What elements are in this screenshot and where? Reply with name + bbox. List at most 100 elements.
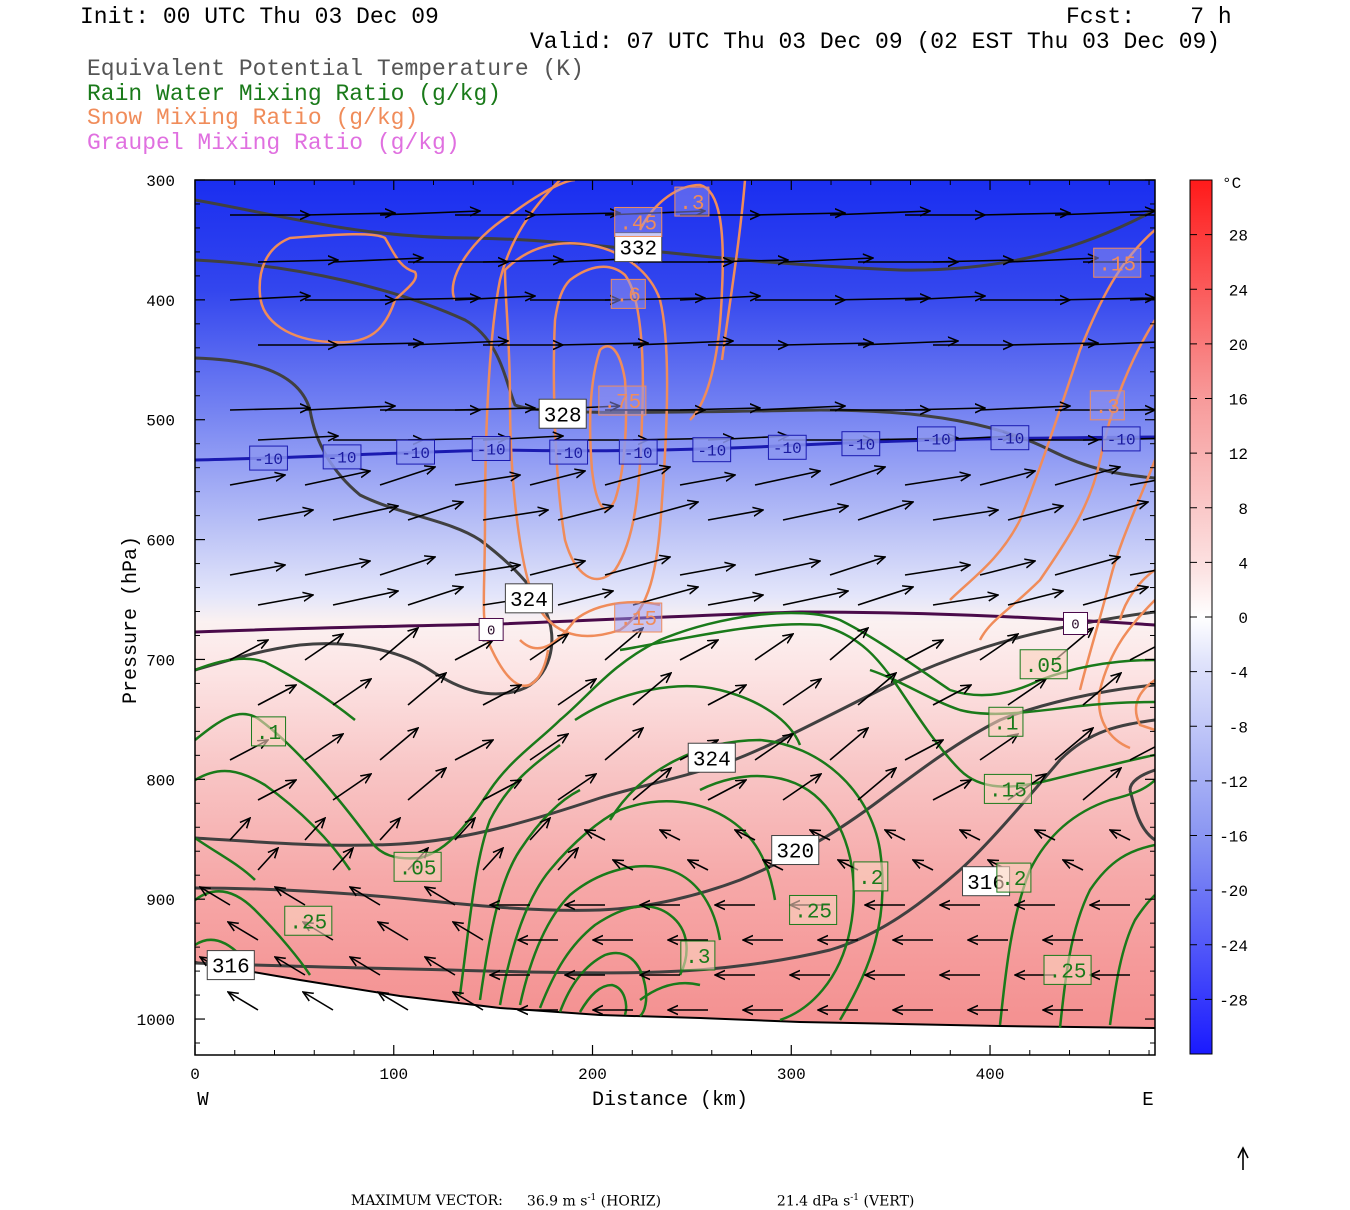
wind-vector <box>379 298 480 300</box>
wind-vector <box>379 557 435 576</box>
rain-label-box <box>988 706 1024 737</box>
wind-vector <box>332 506 398 521</box>
valid-time: Valid: 07 UTC Thu 03 Dec 09 (02 EST Thu … <box>530 29 1221 55</box>
wind-vector <box>275 887 306 906</box>
wind-vector <box>1082 341 1155 346</box>
wind-vector <box>679 640 718 661</box>
theta-e-label: 316 <box>206 950 255 981</box>
isotherm-label-text: -10 <box>1107 432 1136 450</box>
snow-label: .3 <box>674 186 710 217</box>
x-tick-label: 100 <box>379 1066 408 1084</box>
wind-vector <box>782 679 821 706</box>
y-tick-label: 900 <box>146 892 175 910</box>
colorbar-tick-label: 0 <box>1238 610 1248 628</box>
rain-label: .1 <box>251 716 287 747</box>
contour-labels: -10 -10 -10 -10 -10 -10 -10 -10 -10 -10 -10 -10 0 0 33… <box>206 186 1142 985</box>
isotherm-zero-label-box <box>1062 611 1088 635</box>
snow-label-box <box>614 206 663 237</box>
wind-vector <box>932 260 1013 262</box>
theta-e-label: 328 <box>538 398 587 429</box>
wind-vector <box>707 595 763 606</box>
wind-vector <box>932 780 971 801</box>
snow-label-box <box>1089 390 1125 421</box>
theta-e-label: 332 <box>614 232 663 263</box>
isotherm-label-box <box>549 439 589 465</box>
theta-e-label-box <box>614 232 663 263</box>
y-tick-label: 400 <box>146 293 175 311</box>
wind-vector <box>754 471 820 486</box>
legend-snow: Snow Mixing Ratio (g/kg) <box>87 105 419 131</box>
isotherm-label-box <box>471 435 511 461</box>
wind-vector <box>304 734 343 761</box>
wind-vector <box>735 830 756 841</box>
wind-vector <box>679 408 760 410</box>
wind-vector <box>228 922 259 941</box>
wind-vector <box>557 343 648 345</box>
colorbar-tick-label: 16 <box>1229 392 1248 410</box>
rain-label-text: .1 <box>993 713 1018 736</box>
isotherm-label-text: -10 <box>922 432 951 450</box>
isotherm-zero-label-text: 0 <box>1071 618 1079 634</box>
wind-vector <box>407 673 446 706</box>
wind-vector <box>904 740 943 761</box>
wind-vector <box>754 213 845 215</box>
wind-vector <box>1082 673 1121 706</box>
wind-vector <box>229 818 250 841</box>
wind-vector <box>904 296 985 300</box>
snow-label: .15 <box>614 602 663 633</box>
rain-label-text: .2 <box>858 868 883 891</box>
isotherm-label-box <box>618 439 658 465</box>
wind-vector <box>604 628 643 661</box>
wind-vector <box>632 502 698 521</box>
wind-vector <box>228 992 259 1011</box>
isotherm-label: -10 <box>471 435 511 461</box>
wind-vector <box>754 406 845 410</box>
wind-vector <box>453 992 484 1011</box>
isotherm-label-text: -10 <box>697 442 726 460</box>
wind-vector <box>407 341 508 345</box>
wind-vector <box>229 408 310 410</box>
wind-vector <box>454 565 520 576</box>
isotherm-label-text: -10 <box>773 440 802 458</box>
wind-vector <box>679 475 735 486</box>
wind-vector <box>379 728 418 761</box>
rain-label-box <box>996 862 1032 893</box>
wind-vector <box>454 408 535 410</box>
wind-vector <box>379 467 435 486</box>
wind-vector <box>257 685 296 706</box>
wind-vector <box>454 740 493 761</box>
wind-vector <box>782 774 821 801</box>
colorbar-tick-label: 4 <box>1238 555 1248 573</box>
wind-vector <box>1129 408 1155 411</box>
rain-label-box <box>284 905 333 936</box>
isotherm-label-box <box>990 425 1030 451</box>
cross-section-chart: -10 -10 -10 -10 -10 -10 -10 -10 -10 -10 -10 -10 0 0 33… <box>120 173 1249 1170</box>
wind-vector <box>407 502 463 521</box>
wind-vector <box>275 957 306 976</box>
colorbar-tick-label: 12 <box>1229 446 1248 464</box>
wind-vector <box>885 830 906 841</box>
wind-vector <box>1035 830 1056 841</box>
isotherm-label-text: -10 <box>624 445 653 463</box>
rain-label-text: .2 <box>1001 869 1026 892</box>
wind-vector <box>904 565 970 576</box>
colorbar-tick-label: 24 <box>1229 282 1248 300</box>
wind-vector <box>829 298 930 300</box>
wind-vector <box>454 818 475 841</box>
snow-label-text: .45 <box>619 214 657 237</box>
wind-vector <box>810 830 831 841</box>
init-time: Init: 00 UTC Thu 03 Dec 09 <box>80 4 439 30</box>
y-tick-label: 500 <box>146 413 175 431</box>
isotherm-label-box <box>767 434 807 460</box>
wind-vector <box>557 774 596 801</box>
wind-vector <box>632 341 733 345</box>
wind-vector <box>557 591 613 606</box>
isotherm-zero-label: 0 <box>478 617 504 641</box>
x-tick-label: 300 <box>777 1066 806 1084</box>
wind-vector <box>857 341 958 345</box>
wind-vector <box>932 685 971 706</box>
rain-label-box <box>853 861 889 892</box>
wind-vector <box>407 768 446 801</box>
isotherm-label: -10 <box>692 437 732 463</box>
theta-e-label-text: 324 <box>693 749 731 772</box>
